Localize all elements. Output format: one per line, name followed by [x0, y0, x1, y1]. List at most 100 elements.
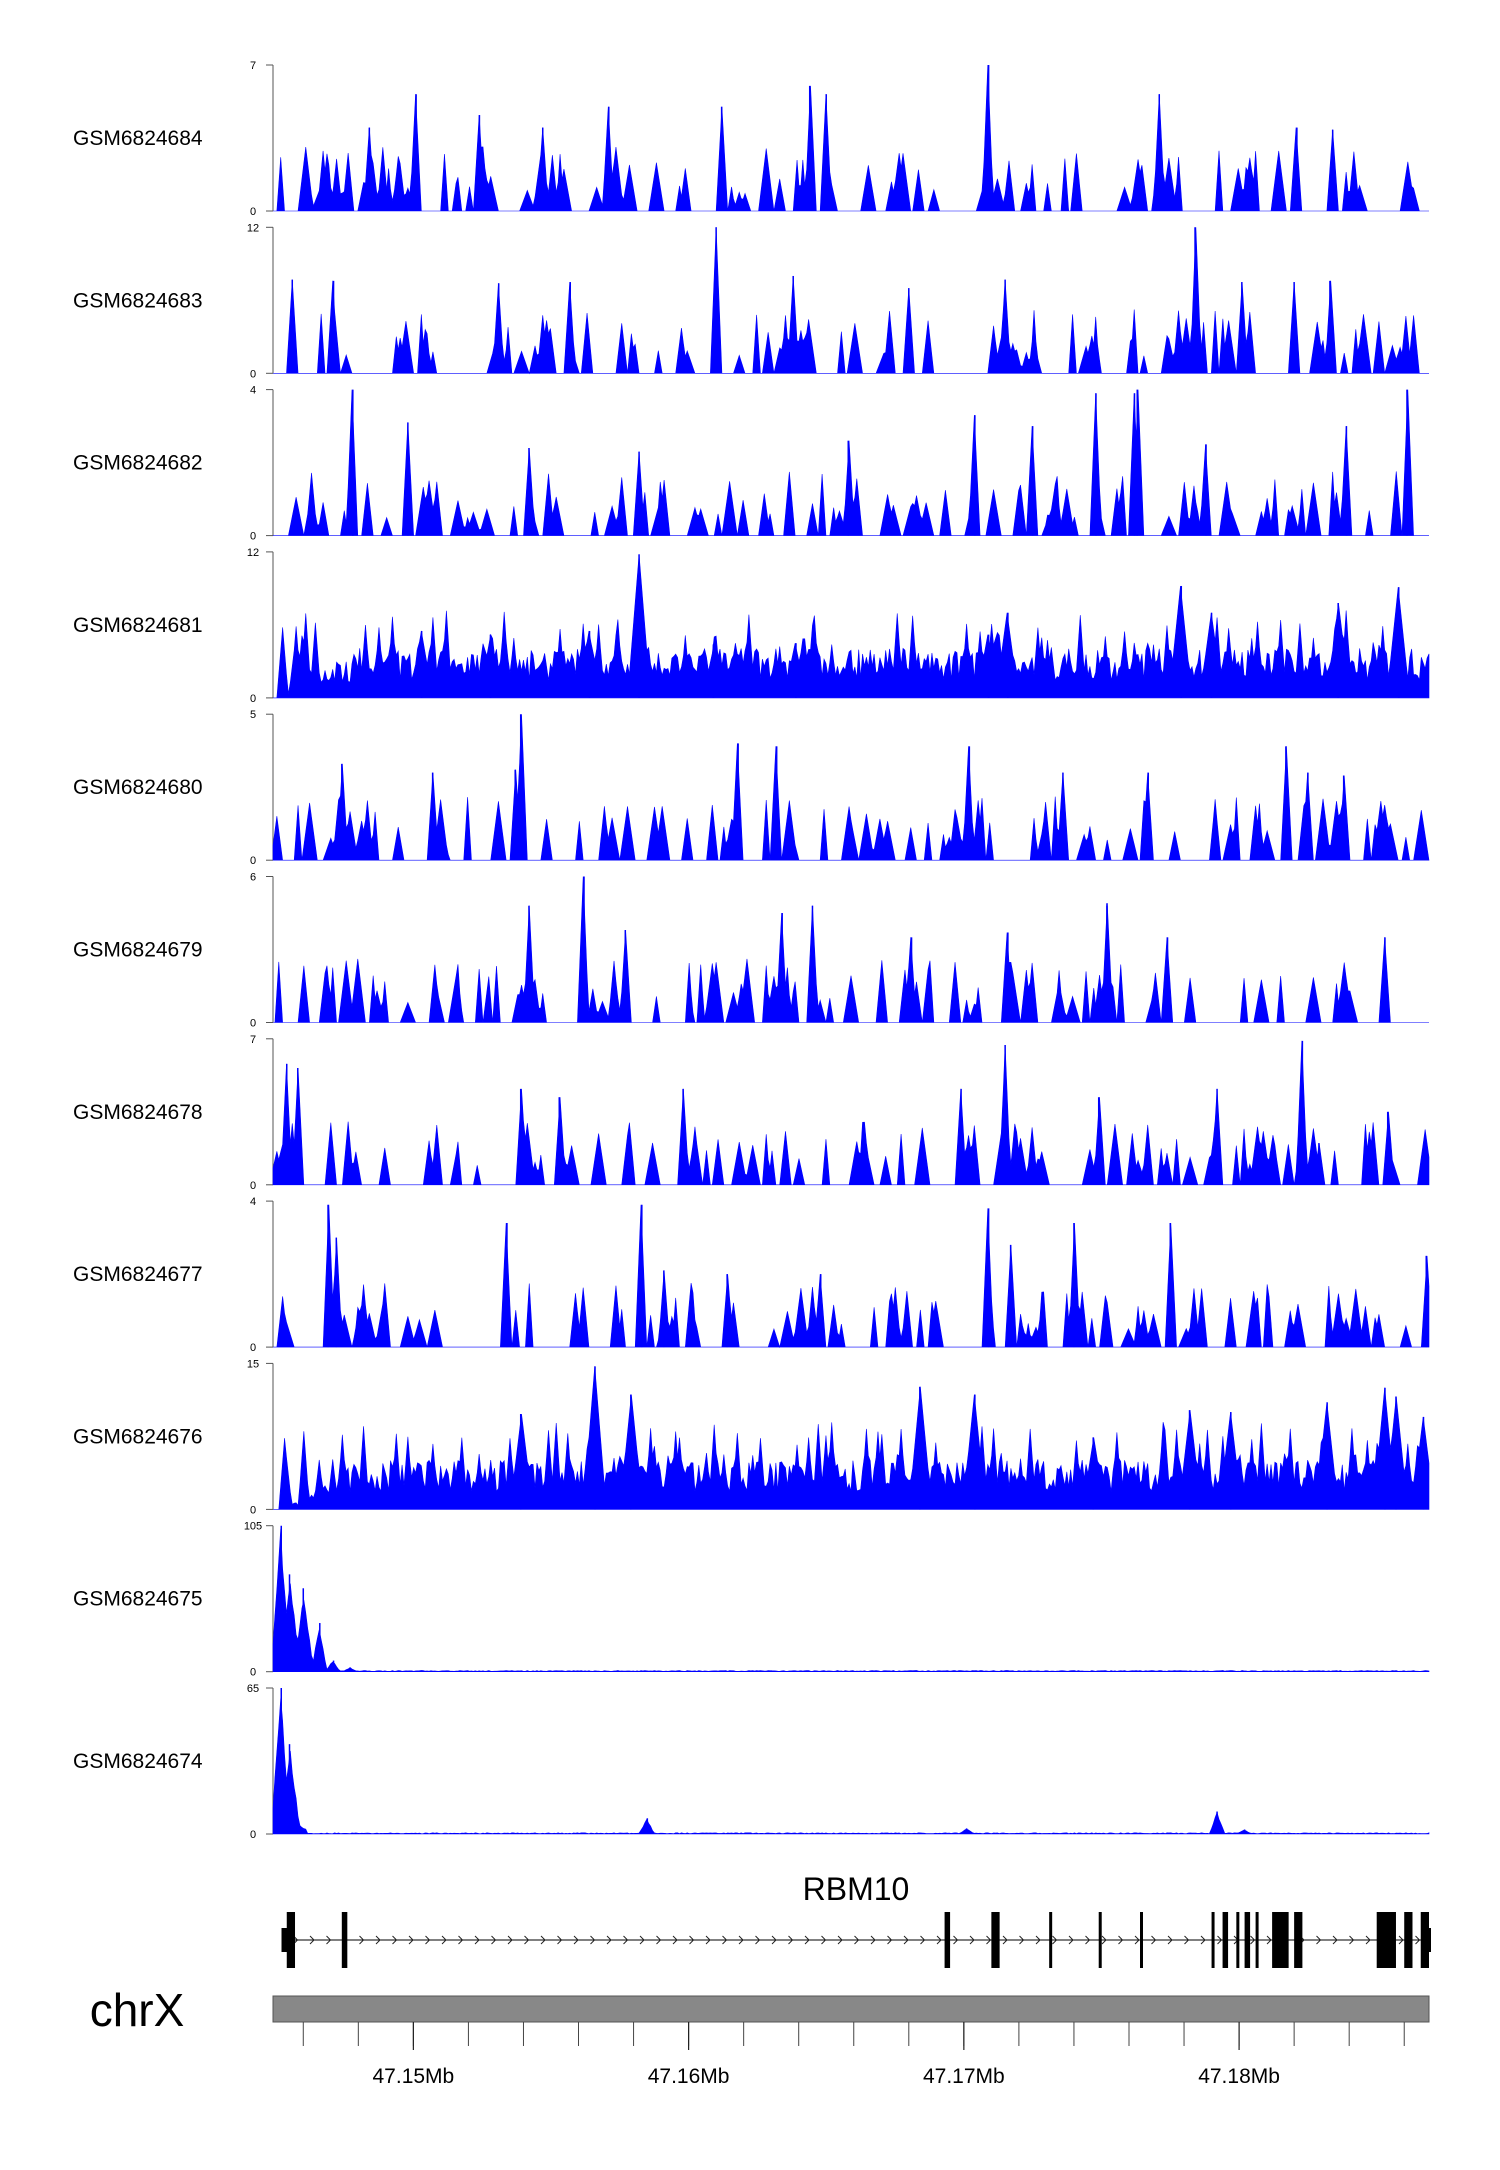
y-max-label: 12	[247, 222, 259, 234]
strand-arrow	[474, 1935, 480, 1945]
strand-arrow	[1250, 1935, 1256, 1945]
track-GSM6824679: GSM6824679 6 0	[73, 872, 1429, 1030]
track-GSM6824675: GSM6824675 105 0	[73, 1521, 1430, 1679]
strand-arrow	[722, 1935, 728, 1945]
strand-arrow	[1002, 1935, 1008, 1945]
strand-arrow	[524, 1935, 530, 1945]
strand-arrow	[887, 1935, 893, 1945]
coverage-area	[273, 1366, 1430, 1510]
strand-arrow	[1068, 1935, 1074, 1945]
y-max-label: 4	[250, 385, 256, 397]
strand-arrow	[953, 1935, 959, 1945]
track-label: GSM6824677	[73, 1263, 203, 1286]
strand-arrow	[1019, 1935, 1025, 1945]
utr-block	[1425, 1928, 1431, 1952]
strand-arrow	[1200, 1935, 1206, 1945]
track-label: GSM6824675	[73, 1588, 203, 1611]
track-GSM6824678: GSM6824678 7 0	[73, 1034, 1430, 1192]
strand-arrow	[1035, 1935, 1041, 1945]
strand-arrow	[1349, 1935, 1355, 1945]
strand-arrow	[458, 1935, 464, 1945]
gene-label: RBM10	[803, 1871, 910, 1907]
strand-arrow	[903, 1935, 909, 1945]
y-max-label: 65	[247, 1683, 259, 1695]
strand-arrow	[656, 1935, 662, 1945]
y-min-label: 0	[250, 531, 256, 543]
strand-arrow	[788, 1935, 794, 1945]
x-tick-label: 47.16Mb	[648, 2065, 730, 2088]
exon-block	[991, 1912, 1000, 1968]
exon-block	[1294, 1912, 1303, 1968]
track-label: GSM6824684	[73, 127, 203, 150]
strand-arrow	[507, 1935, 513, 1945]
chromosome-axis-track: chrX 47.15Mb 47.16Mb 47.17Mb 47.18Mb	[90, 1984, 1430, 2088]
y-min-label: 0	[250, 1504, 256, 1516]
y-min-label: 0	[250, 1667, 256, 1679]
exon-block	[1255, 1912, 1259, 1968]
strand-arrow	[425, 1935, 431, 1945]
exon-block	[1376, 1912, 1396, 1968]
y-min-label: 0	[250, 693, 256, 705]
exon-block	[1236, 1912, 1240, 1968]
y-min-label: 0	[250, 1342, 256, 1354]
y-max-label: 105	[244, 1521, 262, 1533]
y-min-label: 0	[250, 1180, 256, 1192]
track-GSM6824676: GSM6824676 15 0	[73, 1358, 1430, 1516]
strand-arrow	[771, 1935, 777, 1945]
gene-model-track: RBM10	[281, 1871, 1431, 1968]
coverage-area	[273, 389, 1429, 536]
coverage-area	[273, 64, 1429, 212]
track-label: GSM6824679	[73, 939, 203, 962]
utr-block	[281, 1928, 292, 1952]
track-label: GSM6824678	[73, 1101, 203, 1124]
strand-arrow	[623, 1935, 629, 1945]
strand-arrow	[375, 1935, 381, 1945]
tracks-layer: GSM682468470GSM6824683120GSM682468240GSM…	[73, 60, 1430, 1841]
strand-arrow	[1101, 1935, 1107, 1945]
strand-arrow	[870, 1935, 876, 1945]
coverage-area	[272, 1040, 1430, 1186]
track-GSM6824682: GSM6824682 4 0	[73, 385, 1429, 543]
strand-arrow	[1167, 1935, 1173, 1945]
coverage-area	[273, 554, 1430, 699]
strand-arrow	[920, 1935, 926, 1945]
y-min-label: 0	[250, 855, 256, 867]
strand-arrow	[1316, 1935, 1322, 1945]
strand-arrow	[1052, 1935, 1058, 1945]
track-label: GSM6824681	[73, 614, 203, 637]
track-GSM6824683: GSM6824683 12 0	[73, 222, 1429, 380]
y-max-label: 12	[247, 547, 259, 559]
strand-arrow	[392, 1935, 398, 1945]
track-GSM6824681: GSM6824681 12 0	[73, 547, 1430, 705]
strand-arrow	[1398, 1935, 1404, 1945]
strand-arrow	[639, 1935, 645, 1945]
strand-arrow	[1118, 1935, 1124, 1945]
strand-arrow	[804, 1935, 810, 1945]
track-label: GSM6824680	[73, 776, 203, 799]
coverage-area	[273, 876, 1429, 1023]
chromosome-band	[272, 1995, 1430, 2023]
exon-block	[1420, 1912, 1429, 1968]
strand-arrow	[557, 1935, 563, 1945]
exon-block	[1140, 1912, 1143, 1968]
strand-arrow	[854, 1935, 860, 1945]
strand-arrow	[672, 1935, 678, 1945]
strand-arrow	[540, 1935, 546, 1945]
coverage-area	[272, 1528, 1430, 1672]
y-max-label: 4	[250, 1196, 256, 1208]
exon-block	[1211, 1912, 1215, 1968]
y-min-label: 0	[250, 206, 256, 218]
y-min-label: 0	[250, 1829, 256, 1841]
exon-block	[1098, 1912, 1102, 1968]
exon-block	[341, 1912, 348, 1968]
strand-arrow	[1085, 1935, 1091, 1945]
y-min-label: 0	[250, 1018, 256, 1030]
exon-block	[944, 1912, 951, 1968]
chromosome-label: chrX	[90, 1984, 185, 2036]
strand-arrow	[441, 1935, 447, 1945]
exon-block	[1272, 1912, 1289, 1968]
strand-arrow	[1365, 1935, 1371, 1945]
strand-arrow	[590, 1935, 596, 1945]
x-tick-label: 47.15Mb	[373, 2065, 455, 2088]
